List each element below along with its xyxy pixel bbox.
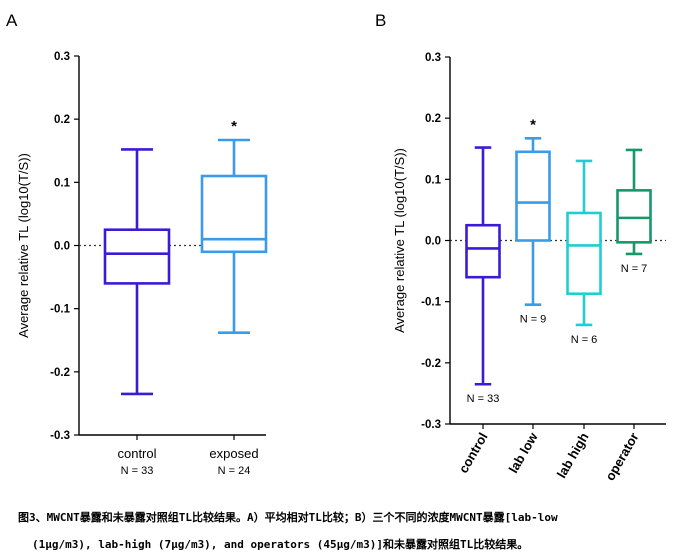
figure-caption: 图3、MWCNT暴露和未暴露对照组TL比较结果。A）平均相对TL比较；B）三个不… <box>18 504 670 558</box>
panel-b-box-lab-high-n-label: N = 6 <box>571 334 598 346</box>
panel-b-y-tick-label: 0.3 <box>425 52 441 64</box>
panel-a-label: A <box>6 11 18 30</box>
panel-a-box-control-iqr-box <box>103 228 171 285</box>
panel-b-box-lab-high-iqr-box <box>566 211 602 296</box>
panel-a-category-label: control <box>117 446 156 461</box>
panel-a-y-axis-label: Average relative TL (log10(T/S)) <box>16 153 31 338</box>
panel-b-category-label: control <box>456 430 491 476</box>
panel-b-box-control-iqr-box <box>465 223 501 279</box>
panel-b-label: B <box>375 11 386 30</box>
panel-a-y-tick-label: 0.3 <box>54 51 70 63</box>
panel-b-category-label: lab low <box>506 429 541 475</box>
panel-a-box-exposed-significance-marker: * <box>231 118 237 135</box>
panel-a-y-tick-label: 0.2 <box>54 114 70 126</box>
panel-b-y-tick-label: 0.0 <box>425 236 441 248</box>
panel-b-y-tick-label: -0.2 <box>421 358 441 370</box>
panel-a-n-label: N = 33 <box>121 465 154 477</box>
panel-b-y-tick-label: -0.3 <box>421 419 441 431</box>
panel-b-box-lab-low-significance-marker: * <box>530 116 536 133</box>
caption-line-2: (1μg/m3), lab-high (7μg/m3), and operato… <box>32 538 529 551</box>
panel-b-box-operator-n-label: N = 7 <box>621 263 648 275</box>
panel-b-y-axis-label: Average relative TL (log10(T/S)) <box>392 148 407 333</box>
panel-b-y-tick-label: 0.2 <box>425 113 441 125</box>
panel-b-y-tick-label: -0.1 <box>421 297 441 309</box>
panel-a-y-tick-label: -0.2 <box>50 367 70 379</box>
caption-line-1: 图3、MWCNT暴露和未暴露对照组TL比较结果。A）平均相对TL比较；B）三个不… <box>18 511 558 524</box>
panel-b-category-label: operator <box>602 430 641 483</box>
panel-a-n-label: N = 24 <box>218 465 251 477</box>
panel-a-y-tick-label: 0.1 <box>54 177 71 189</box>
panel-a-y-tick-label: 0.0 <box>54 241 70 253</box>
panel-b-box-operator-iqr-box <box>616 189 652 244</box>
panel-a-y-tick-label: -0.1 <box>50 304 70 316</box>
panel-b-category-label: lab high <box>554 430 592 481</box>
panel-b-y-tick-label: 0.1 <box>425 174 442 186</box>
panel-a-y-tick-label: -0.3 <box>50 430 70 442</box>
panel-b-box-lab-low-n-label: N = 9 <box>520 314 547 326</box>
panel-a-category-label: exposed <box>209 446 258 461</box>
panel-b-box-lab-low-iqr-box <box>515 150 551 242</box>
panel-b-box-control-n-label: N = 33 <box>467 393 500 405</box>
